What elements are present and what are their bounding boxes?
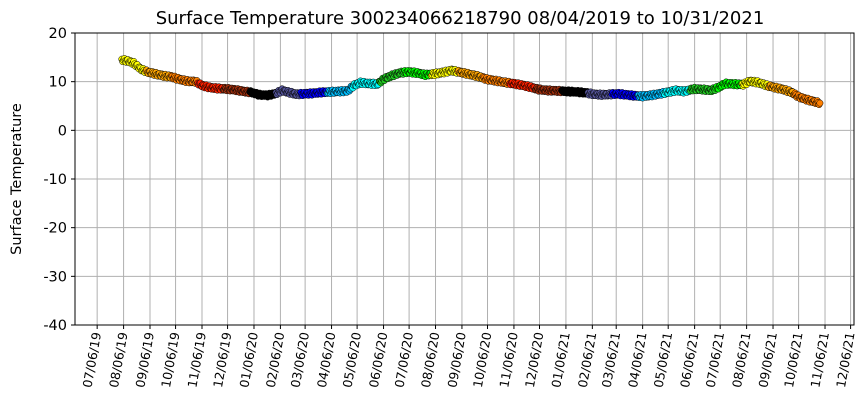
- y-tick-label: -40: [43, 318, 67, 334]
- x-tick-label: 10/06/21: [781, 331, 806, 389]
- x-tick-label: 03/06/21: [599, 331, 624, 389]
- x-tick-label: 07/06/20: [392, 331, 417, 389]
- y-tick-label: -30: [43, 269, 67, 285]
- chart-title: Surface Temperature 300234066218790 08/0…: [156, 8, 765, 29]
- y-tick-label: 0: [58, 123, 67, 139]
- x-tick-label: 11/06/21: [807, 331, 832, 389]
- y-axis-label: Surface Temperature: [9, 103, 25, 255]
- x-tick-label: 09/06/19: [132, 331, 157, 389]
- x-tick-label: 05/06/21: [651, 331, 676, 389]
- x-tick-label: 03/06/20: [288, 331, 313, 389]
- x-tick-label: 11/06/19: [184, 331, 209, 389]
- x-tick-label: 02/06/20: [263, 331, 288, 389]
- x-tick-label: 12/06/19: [210, 331, 235, 389]
- x-tick-label: 09/06/20: [444, 331, 469, 389]
- y-tick-labels: 20 10 0 -10 -20 -30 -40: [43, 26, 67, 334]
- x-tick-label: 01/06/20: [236, 331, 261, 389]
- x-tick-label: 01/06/21: [548, 331, 573, 389]
- x-tick-label: 08/06/21: [729, 331, 754, 389]
- x-tick-label: 08/06/20: [418, 331, 443, 389]
- x-tick-label: 05/06/20: [340, 331, 365, 389]
- x-tick-label: 11/06/20: [496, 331, 521, 389]
- x-tick-label: 10/06/20: [470, 331, 495, 389]
- y-tick-label: -10: [43, 172, 67, 188]
- y-tick-label: 20: [49, 26, 67, 42]
- x-tick-labels: 07/06/19 08/06/19 09/06/19 10/06/19 11/06/19…: [80, 331, 858, 389]
- x-tick-label: 09/06/21: [755, 331, 780, 389]
- plot-frame: [74, 32, 855, 326]
- y-tick-label: -20: [43, 221, 67, 237]
- x-tick-label: 08/06/19: [106, 331, 131, 389]
- data-point: [816, 99, 824, 107]
- x-tick-label: 04/06/21: [625, 331, 650, 389]
- y-tick-label: 10: [49, 75, 67, 91]
- x-tick-label: 07/06/21: [703, 331, 728, 389]
- x-tick-label: 06/06/21: [677, 331, 702, 389]
- x-tick-label: 12/06/21: [833, 331, 858, 389]
- x-tick-label: 07/06/19: [80, 331, 105, 389]
- x-tick-label: 06/06/20: [366, 331, 391, 389]
- x-tick-label: 02/06/21: [575, 331, 600, 389]
- x-tick-label: 12/06/20: [522, 331, 547, 389]
- x-tick-label: 04/06/20: [314, 331, 339, 389]
- data-series: [118, 55, 824, 109]
- x-tick-label: 10/06/19: [158, 331, 183, 389]
